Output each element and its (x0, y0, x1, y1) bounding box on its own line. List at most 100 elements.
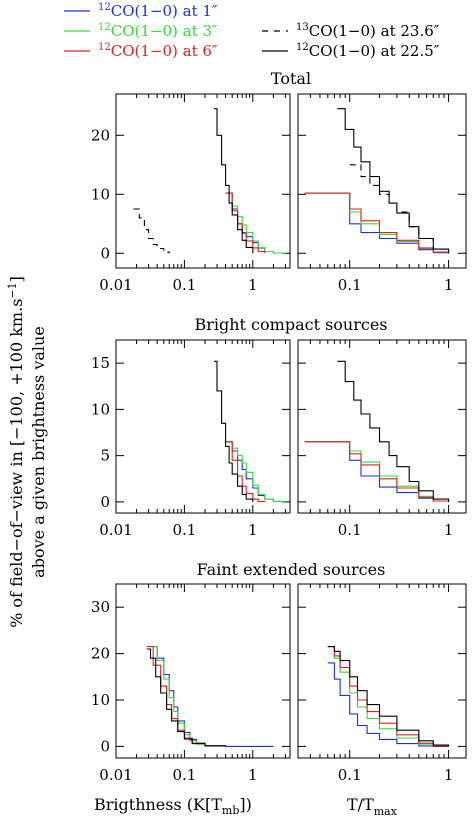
panel-title: Bright compact sources (194, 315, 387, 334)
x-tick-label: 0.1 (338, 766, 362, 784)
panel-frame (115, 583, 291, 759)
y-tick-label: 10 (91, 691, 110, 709)
x-tick-label: 0.1 (172, 276, 196, 294)
series-line (225, 441, 286, 502)
panel-frame (297, 583, 467, 759)
x-axis-label-left: Brigthness (K[Tmb]) (94, 795, 252, 817)
legend-label-iso-4: 12 (296, 42, 309, 53)
y-axis-label: % of field−of−view in [−100, +100 km.s−1… (6, 276, 26, 628)
series-line (225, 441, 286, 502)
series-line (150, 646, 227, 747)
legend-label-iso-0: 12 (98, 2, 111, 13)
y-axis-label-line2: above a given brightness value (29, 326, 48, 578)
y-tick-label: 20 (91, 126, 110, 144)
series-line (327, 646, 450, 747)
y-tick-label: 0 (100, 737, 110, 755)
y-tick-label: 20 (91, 645, 110, 663)
series-line (337, 108, 450, 254)
series-line (304, 192, 450, 254)
y-tick-label: 0 (100, 244, 110, 262)
panel-right-1: 0.1 1 (297, 339, 467, 539)
legend-label-iso-3: 13 (296, 22, 309, 33)
legend-label-iso-2: 12 (98, 42, 111, 53)
x-tick-label: 1 (248, 766, 258, 784)
series-line (213, 108, 254, 254)
panel-left-0: 0 10 20 0.01 0.1 1 (91, 93, 291, 294)
x-axis-label-left-sub: mb (222, 804, 239, 817)
series-line (133, 208, 170, 254)
legend-label-2: 12CO(1−0) at 6″ (98, 42, 218, 60)
x-tick-label: 1 (444, 276, 454, 294)
x-tick-label: 0.1 (172, 766, 196, 784)
x-tick-label: 1 (444, 766, 454, 784)
series-line (225, 441, 266, 502)
x-axis-label-right-main: T/T (347, 795, 374, 814)
panel-left-2: 0 10 20 30 0.01 0.1 1 (91, 583, 291, 784)
panel-frame (115, 93, 291, 269)
series-line (304, 441, 450, 502)
x-tick-label: 0.1 (338, 276, 362, 294)
x-tick-label: 1 (248, 521, 258, 539)
panel-right-2: 0.1 1 (297, 583, 467, 784)
series-line (225, 192, 286, 254)
y-tick-label: 0 (100, 493, 110, 511)
x-tick-label: 0.01 (99, 521, 132, 539)
series-line (304, 441, 450, 502)
series-line (225, 192, 286, 254)
legend-label-text-3: CO(1−0) at 23.6″ (309, 22, 440, 40)
legend-entry-3: 13CO(1−0) at 23.6″ (262, 22, 440, 40)
x-tick-label: 1 (248, 276, 258, 294)
panel-right-0: 0.1 1 (297, 93, 467, 294)
y-tick-label: 5 (100, 447, 110, 465)
x-axis-label-right: T/Tmax (347, 795, 398, 818)
x-tick-label: 0.1 (338, 521, 362, 539)
legend-label-text-0: CO(1−0) at 1″ (111, 2, 218, 20)
y-tick-label: 10 (91, 185, 110, 203)
panel-left-1: 0 5 10 15 0.01 0.1 1 (91, 339, 291, 539)
series-line (225, 192, 266, 254)
legend-entry-4: 12CO(1−0) at 22.5″ (262, 42, 440, 60)
x-tick-label: 0.01 (99, 766, 132, 784)
panel-title: Total (271, 69, 311, 88)
series-line (304, 192, 450, 254)
y-tick-label: 15 (91, 354, 110, 372)
series-line (213, 360, 254, 502)
legend-entry-1: 12CO(1−0) at 3″ (64, 22, 218, 40)
series-line (327, 646, 450, 747)
legend-label-text-4: CO(1−0) at 22.5″ (309, 42, 440, 60)
x-axis-label-left-main: Brigthness (K[T (94, 795, 222, 814)
legend-label-0: 12CO(1−0) at 1″ (98, 2, 218, 20)
x-tick-label: 1 (444, 521, 454, 539)
series-line (304, 441, 450, 502)
y-tick-label: 30 (91, 598, 110, 616)
legend-entry-2: 12CO(1−0) at 6″ (64, 42, 218, 60)
legend-entry-0: 12CO(1−0) at 1″ (64, 2, 218, 20)
series-line (146, 648, 227, 747)
legend-label-1: 12CO(1−0) at 3″ (98, 22, 218, 40)
legend-label-iso-1: 12 (98, 22, 111, 33)
x-tick-label: 0.1 (172, 521, 196, 539)
legend-label-4: 12CO(1−0) at 22.5″ (296, 42, 440, 60)
series-line (146, 646, 227, 747)
y-tick-label: 10 (91, 400, 110, 418)
panel-frame (115, 339, 291, 514)
legend-label-text-2: CO(1−0) at 6″ (111, 42, 218, 60)
series-line (304, 192, 450, 254)
series-line (327, 646, 450, 747)
legend-label-3: 13CO(1−0) at 23.6″ (296, 22, 440, 40)
panel-frame (297, 339, 467, 514)
y-axis-label-sup: −1 (6, 282, 19, 298)
x-axis-label-right-sub: max (374, 805, 398, 818)
series-line (327, 662, 449, 747)
y-axis-label-main: % of field−of−view in [−100, +100 km.s (7, 299, 26, 628)
x-axis-label-left-end: ]) (239, 795, 251, 814)
panel-frame (297, 93, 467, 269)
y-axis-label-end: ] (7, 276, 26, 282)
panel-title: Faint extended sources (197, 560, 386, 579)
series-line (337, 360, 450, 502)
